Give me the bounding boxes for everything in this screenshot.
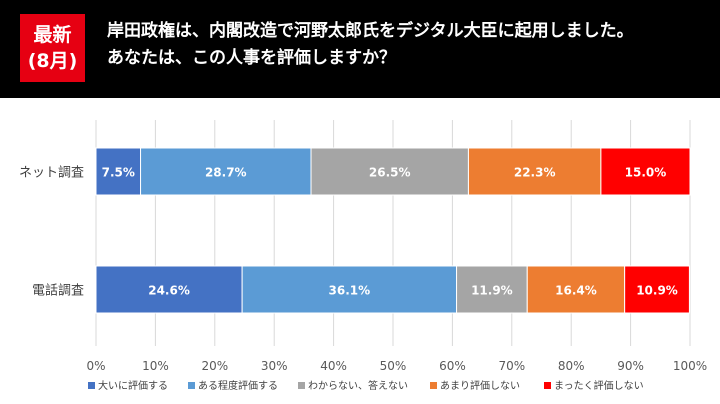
legend-swatch (298, 382, 305, 389)
legend-label: まったく評価しない (554, 379, 644, 392)
legend-label: あまり評価しない (440, 379, 520, 392)
x-tick-label: 80% (558, 359, 585, 373)
bar-segment (140, 147, 312, 196)
legend-swatch (544, 382, 551, 389)
data-label: 15.0% (625, 166, 667, 180)
bar-segment (456, 265, 528, 314)
legend-label: 大いに評価する (98, 379, 168, 392)
data-label: 24.6% (148, 284, 190, 298)
bar-segment (95, 265, 243, 314)
x-tick-label: 90% (617, 359, 644, 373)
legend-label: ある程度評価する (198, 379, 278, 392)
x-tick-label: 100% (673, 359, 707, 373)
bar-segment (310, 147, 469, 196)
badge-line-2: (8月) (27, 50, 78, 72)
category-label: 電話調査 (32, 283, 84, 299)
legend-label: わからない、答えない (308, 379, 408, 392)
bar-segment (95, 147, 142, 196)
data-label: 22.3% (514, 166, 556, 180)
x-tick-label: 50% (380, 359, 407, 373)
x-tick-label: 40% (320, 359, 347, 373)
survey-question: 岸田政権は、内閣改造で河野太郎氏をデジタル大臣に起用しました。 あなたは、この人… (107, 18, 707, 72)
question-line-2: あなたは、この人事を評価しますか？ (107, 48, 396, 68)
bar-segment (241, 265, 458, 314)
x-tick-label: 60% (439, 359, 466, 373)
data-label: 28.7% (205, 166, 247, 180)
legend-swatch (88, 382, 95, 389)
data-label: 11.9% (471, 284, 513, 298)
legend-swatch (430, 382, 437, 389)
bar-segment (526, 265, 626, 314)
question-line-1: 岸田政権は、内閣改造で河野太郎氏をデジタル大臣に起用しました。 (107, 21, 634, 41)
data-label: 36.1% (329, 284, 371, 298)
bar-segment (600, 147, 691, 196)
x-tick-label: 30% (261, 359, 288, 373)
data-label: 10.9% (636, 284, 678, 298)
latest-badge: 最新 (8月) (20, 14, 85, 82)
bar-segment (624, 265, 690, 314)
data-label: 7.5% (102, 166, 135, 180)
x-tick-label: 70% (498, 359, 525, 373)
x-tick-label: 10% (142, 359, 169, 373)
badge-line-1: 最新 (33, 24, 72, 46)
category-label: ネット調査 (19, 166, 84, 181)
bar-segment (467, 147, 602, 196)
x-tick-label: 0% (86, 359, 105, 373)
legend-swatch (188, 382, 195, 389)
data-label: 16.4% (555, 284, 597, 298)
x-tick-label: 20% (201, 359, 228, 373)
data-label: 26.5% (369, 166, 411, 180)
header-banner: 最新 (8月) 岸田政権は、内閣改造で河野太郎氏をデジタル大臣に起用しました。 … (0, 0, 720, 98)
